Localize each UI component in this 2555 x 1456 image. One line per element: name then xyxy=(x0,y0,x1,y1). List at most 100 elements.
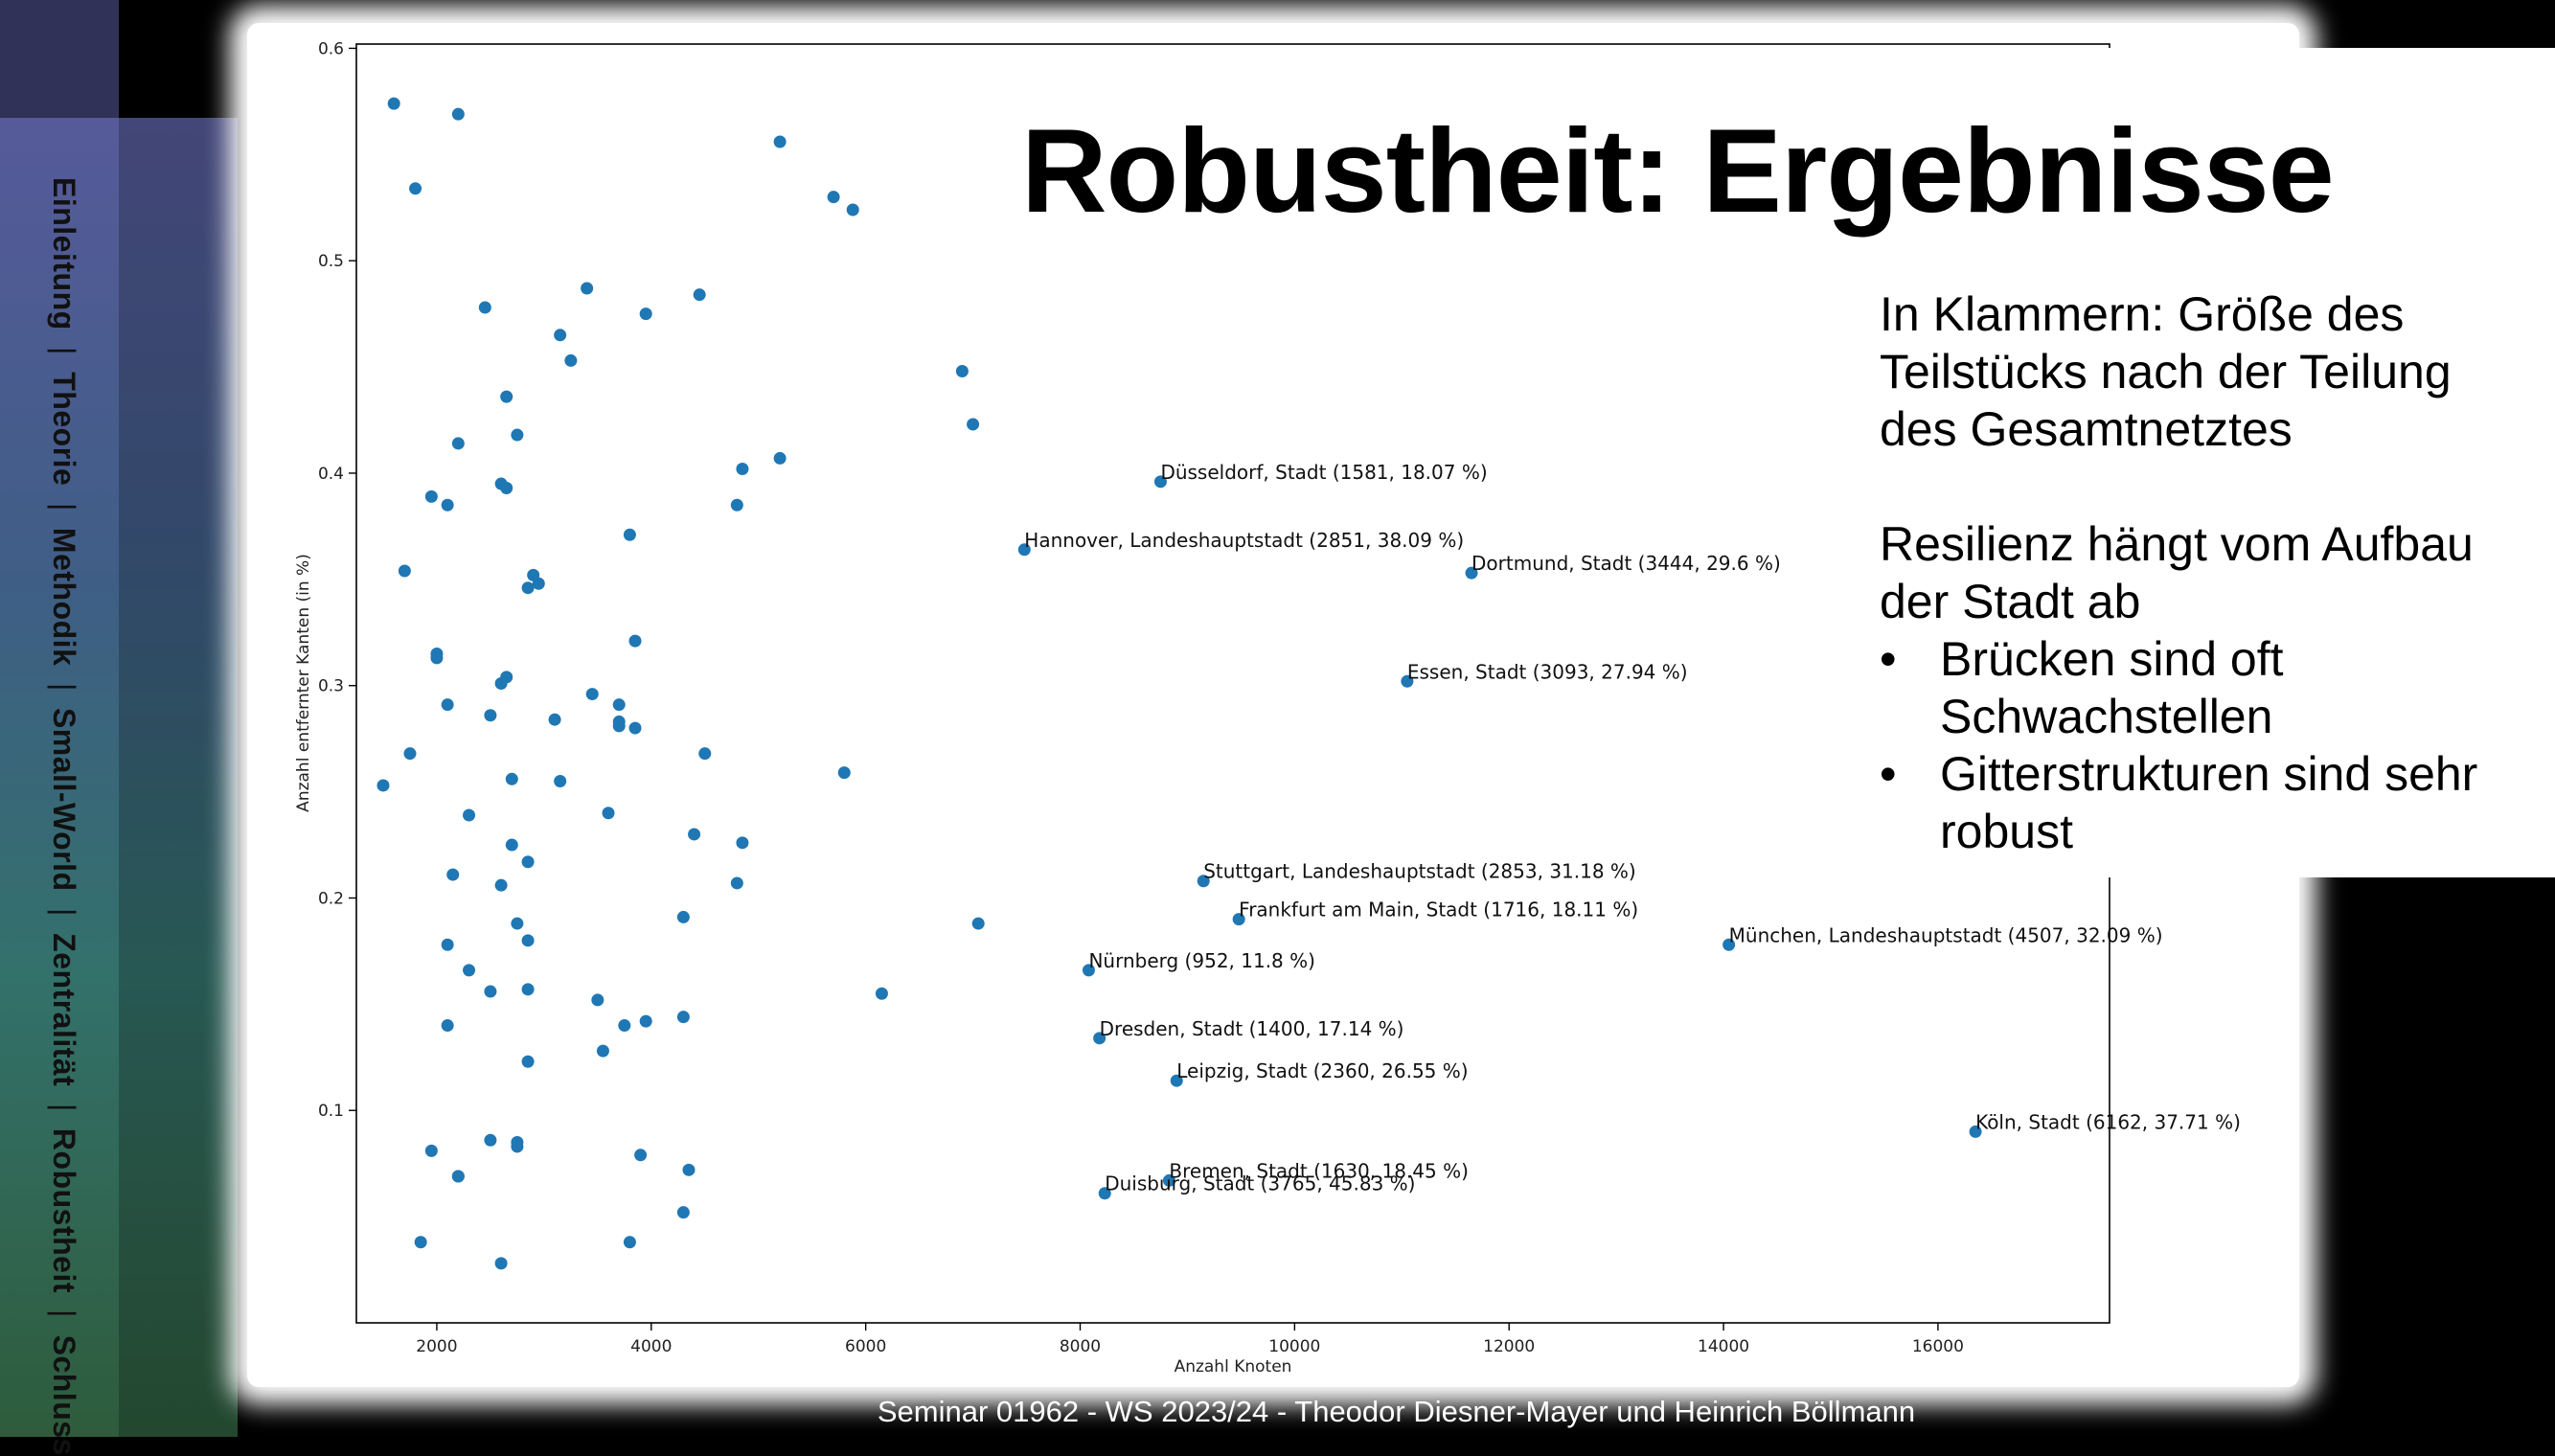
data-point xyxy=(441,938,454,951)
data-point xyxy=(478,301,491,314)
point-annotation: Leipzig, Stadt (2360, 26.55 %) xyxy=(1176,1059,1468,1082)
data-point xyxy=(639,1014,652,1028)
data-point xyxy=(441,698,454,712)
data-point xyxy=(618,1019,631,1033)
x-tick-label: 16000 xyxy=(1912,1337,1964,1356)
point-annotation: Köln, Stadt (6162, 37.71 %) xyxy=(1975,1110,2241,1133)
data-point xyxy=(451,1170,465,1183)
data-point xyxy=(484,1133,497,1147)
data-point xyxy=(494,677,508,690)
point-annotation: Dortmund, Stadt (3444, 29.6 %) xyxy=(1471,552,1781,575)
data-point xyxy=(554,775,567,788)
data-point xyxy=(773,135,787,148)
y-tick-label: 0.6 xyxy=(318,39,344,58)
annotated-data-point xyxy=(1722,938,1736,951)
chart-marks: Düsseldorf, Stadt (1581, 18.07 %) Hannove… xyxy=(376,97,2241,1270)
data-point xyxy=(676,1011,690,1024)
annotated-data-point xyxy=(1098,1187,1111,1200)
notes-text: In Klammern: Größe des Teilstücks nach d… xyxy=(1880,285,2541,860)
point-annotation: Düsseldorf, Stadt (1581, 18.07 %) xyxy=(1160,461,1487,484)
nav-separator: | xyxy=(47,347,81,355)
data-point xyxy=(484,709,497,722)
y-axis-title: Anzahl entfernter Kanten (in %) xyxy=(294,554,313,812)
x-tick-label: 14000 xyxy=(1698,1337,1749,1356)
sidebar-shade xyxy=(119,118,238,1437)
data-point xyxy=(521,855,535,869)
data-point xyxy=(424,1144,438,1157)
notes-bullet-list: Brücken sind oft Schwachstellen Gitterst… xyxy=(1880,630,2541,860)
annotated-data-point xyxy=(1170,1074,1183,1087)
point-annotation: Hannover, Landeshauptstadt (2851, 38.09 … xyxy=(1024,529,1464,552)
x-tick-label: 8000 xyxy=(1060,1337,1101,1356)
data-point xyxy=(414,1236,427,1249)
x-axis-title: Anzahl Knoten xyxy=(1175,1357,1292,1376)
data-point xyxy=(967,418,980,431)
data-point xyxy=(682,1163,696,1176)
nav-item-zentralitaet[interactable]: Zentralität xyxy=(47,933,81,1087)
data-point xyxy=(628,634,642,648)
data-point xyxy=(827,191,840,204)
page-title: Robustheit: Ergebnisse xyxy=(1021,105,2335,238)
data-point xyxy=(639,307,652,321)
data-point xyxy=(441,498,454,512)
data-point xyxy=(494,878,508,892)
data-point xyxy=(596,1044,609,1058)
data-point xyxy=(736,463,749,476)
data-point xyxy=(736,836,749,850)
data-point xyxy=(693,288,706,302)
nav-item-methodik[interactable]: Methodik xyxy=(47,527,81,667)
section-navigation: Einleitung | Theorie | Methodik | Small-… xyxy=(46,177,81,1456)
point-annotation: Bremen, Stadt (1630, 18.45 %) xyxy=(1169,1159,1469,1182)
data-point xyxy=(623,1236,636,1249)
nav-item-einleitung[interactable]: Einleitung xyxy=(47,177,81,330)
data-point xyxy=(521,1055,535,1068)
sidebar-top-block xyxy=(0,0,119,118)
data-point xyxy=(521,934,535,947)
data-point xyxy=(511,1140,524,1153)
nav-item-theorie[interactable]: Theorie xyxy=(47,372,81,487)
point-annotation: Dresden, Stadt (1400, 17.14 %) xyxy=(1100,1017,1404,1040)
data-point xyxy=(463,808,476,822)
data-point xyxy=(554,329,567,342)
data-point xyxy=(971,917,985,930)
y-tick-label: 0.4 xyxy=(318,465,344,484)
annotated-data-point xyxy=(1401,674,1414,688)
annotated-data-point xyxy=(1093,1032,1106,1045)
x-tick-label: 4000 xyxy=(630,1337,672,1356)
data-point xyxy=(698,747,712,761)
annotated-data-point xyxy=(1162,1173,1175,1187)
nav-separator: | xyxy=(47,1103,81,1112)
data-point xyxy=(837,766,851,780)
point-annotation: Nürnberg (952, 11.8 %) xyxy=(1088,949,1315,972)
y-tick-label: 0.2 xyxy=(318,889,344,908)
data-point xyxy=(581,282,594,295)
x-tick-label: 6000 xyxy=(845,1337,886,1356)
nav-separator: | xyxy=(47,502,81,512)
data-point xyxy=(532,577,545,590)
data-point xyxy=(500,481,513,494)
data-point xyxy=(612,719,626,733)
data-point xyxy=(463,964,476,977)
data-point xyxy=(676,1206,690,1219)
nav-item-schluss[interactable]: Schluss xyxy=(47,1334,81,1456)
data-point xyxy=(521,581,535,595)
notes-intro: In Klammern: Größe des Teilstücks nach d… xyxy=(1880,287,2452,456)
data-point xyxy=(564,353,578,367)
nav-separator: | xyxy=(47,682,81,692)
nav-separator: | xyxy=(47,907,81,917)
data-point xyxy=(511,428,524,442)
point-annotation: Duisburg, Stadt (3765, 45.83 %) xyxy=(1105,1172,1415,1195)
nav-item-robustheit[interactable]: Robustheit xyxy=(47,1127,81,1294)
data-point xyxy=(730,876,743,890)
y-tick-label: 0.1 xyxy=(318,1102,344,1121)
annotated-data-point xyxy=(1232,913,1245,926)
annotated-data-point xyxy=(1197,875,1210,888)
data-point xyxy=(602,807,615,820)
data-point xyxy=(505,772,518,785)
annotated-data-point xyxy=(1465,566,1478,580)
data-point xyxy=(521,983,535,996)
data-point xyxy=(623,528,636,541)
nav-item-small-world[interactable]: Small-World xyxy=(47,707,81,892)
notes-lead: Resilienz hängt vom Aufbau der Stadt ab xyxy=(1880,517,2474,628)
data-point xyxy=(451,437,465,450)
